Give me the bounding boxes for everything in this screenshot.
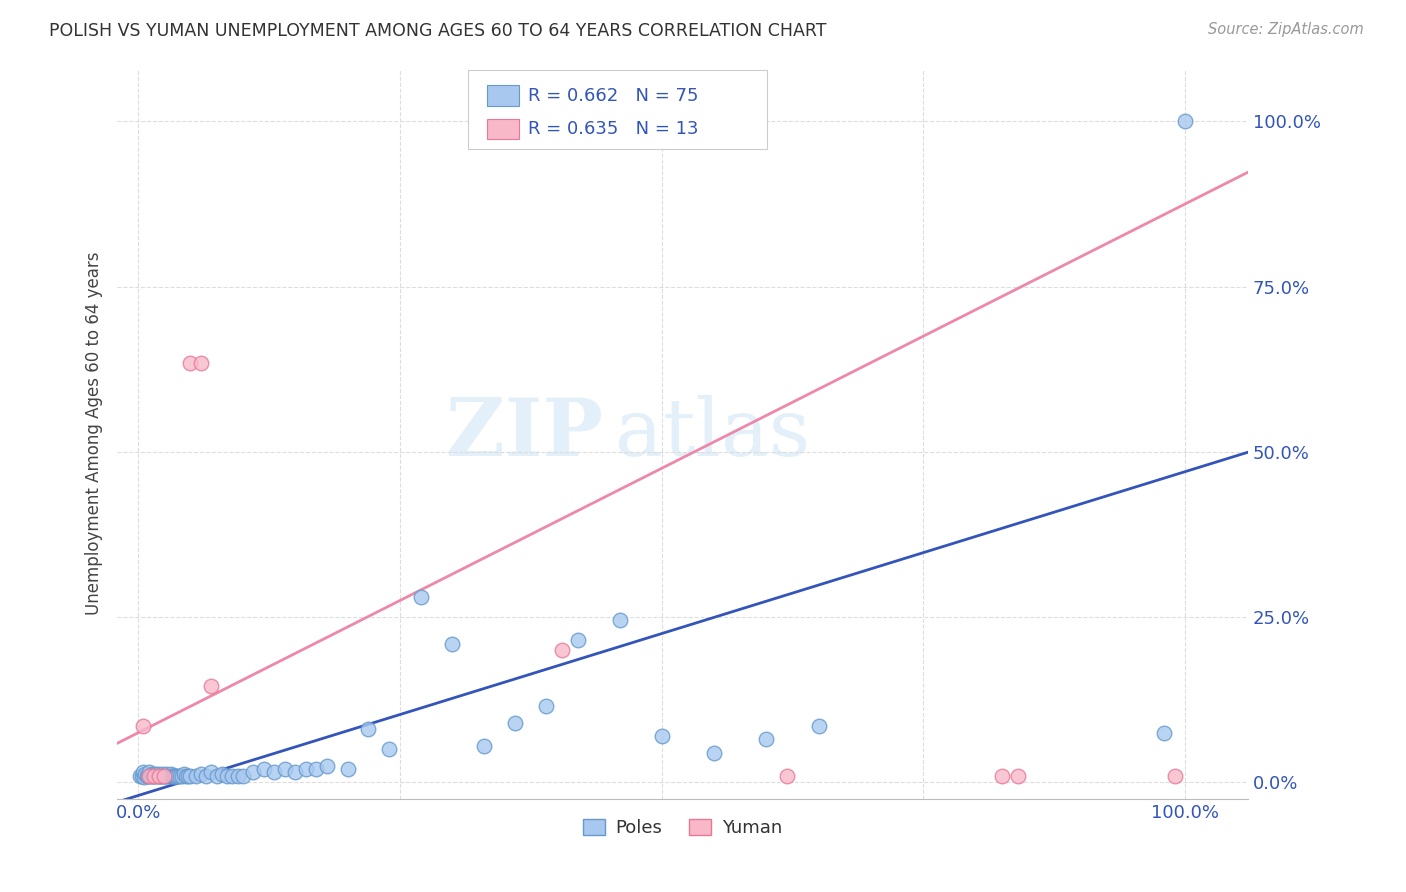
Point bbox=[138, 769, 160, 783]
Point bbox=[143, 767, 166, 781]
Point bbox=[232, 769, 254, 783]
Point bbox=[221, 769, 243, 783]
Text: ZIP: ZIP bbox=[446, 394, 603, 473]
Legend: Poles, Yuman: Poles, Yuman bbox=[575, 812, 789, 845]
Point bbox=[155, 769, 177, 783]
Point bbox=[148, 769, 170, 783]
Text: atlas: atlas bbox=[614, 394, 810, 473]
Point bbox=[284, 765, 307, 780]
Point bbox=[142, 769, 165, 783]
Point bbox=[165, 769, 187, 783]
Point bbox=[146, 767, 169, 781]
Point bbox=[157, 769, 180, 783]
Point bbox=[148, 769, 170, 783]
Point bbox=[163, 769, 186, 783]
Point bbox=[503, 715, 526, 730]
Point bbox=[357, 723, 380, 737]
Point bbox=[551, 643, 574, 657]
Point bbox=[150, 769, 173, 783]
Point bbox=[136, 769, 159, 783]
Point bbox=[135, 769, 157, 783]
Point bbox=[159, 769, 181, 783]
Point bbox=[163, 769, 186, 783]
Point bbox=[155, 767, 177, 781]
Text: R = 0.662   N = 75: R = 0.662 N = 75 bbox=[527, 87, 699, 104]
Point bbox=[132, 765, 155, 780]
Point bbox=[131, 769, 153, 783]
Point bbox=[294, 762, 316, 776]
Point bbox=[134, 767, 156, 781]
Point bbox=[1007, 769, 1029, 783]
Point bbox=[146, 769, 169, 783]
Point bbox=[159, 767, 181, 781]
Point bbox=[153, 769, 176, 783]
Point bbox=[991, 769, 1014, 783]
Point bbox=[242, 765, 264, 780]
Point bbox=[200, 765, 222, 780]
Point bbox=[177, 769, 200, 783]
Point bbox=[152, 769, 174, 783]
Y-axis label: Unemployment Among Ages 60 to 64 years: Unemployment Among Ages 60 to 64 years bbox=[86, 252, 103, 615]
Point bbox=[1174, 114, 1197, 128]
Point bbox=[211, 767, 233, 781]
Point bbox=[149, 769, 172, 783]
Point bbox=[156, 769, 179, 783]
Point bbox=[205, 769, 228, 783]
Point bbox=[132, 719, 155, 733]
Point bbox=[138, 765, 160, 780]
Point bbox=[172, 769, 194, 783]
Point bbox=[217, 769, 239, 783]
Point bbox=[273, 762, 295, 776]
Point bbox=[263, 765, 285, 780]
Point bbox=[807, 719, 830, 733]
Point bbox=[409, 591, 432, 605]
Point bbox=[226, 769, 249, 783]
Point bbox=[536, 699, 558, 714]
Point bbox=[169, 769, 191, 783]
Point bbox=[336, 762, 359, 776]
Point bbox=[142, 769, 165, 783]
Point bbox=[755, 732, 778, 747]
Point bbox=[184, 769, 207, 783]
Point bbox=[441, 636, 464, 650]
Point bbox=[305, 762, 328, 776]
Point bbox=[153, 769, 176, 783]
Point bbox=[190, 767, 212, 781]
Text: R = 0.635   N = 13: R = 0.635 N = 13 bbox=[527, 120, 699, 138]
FancyBboxPatch shape bbox=[486, 86, 519, 106]
Point bbox=[139, 769, 162, 783]
Point bbox=[142, 769, 165, 783]
Point bbox=[129, 769, 152, 783]
Point bbox=[138, 769, 160, 783]
Point bbox=[567, 633, 589, 648]
Point bbox=[179, 356, 201, 370]
Point bbox=[200, 680, 222, 694]
Point bbox=[776, 769, 799, 783]
Point bbox=[150, 767, 173, 781]
Point bbox=[1163, 769, 1185, 783]
Point bbox=[134, 770, 156, 784]
Text: POLISH VS YUMAN UNEMPLOYMENT AMONG AGES 60 TO 64 YEARS CORRELATION CHART: POLISH VS YUMAN UNEMPLOYMENT AMONG AGES … bbox=[49, 22, 827, 40]
Point bbox=[141, 767, 163, 781]
Point bbox=[174, 769, 197, 783]
Point bbox=[253, 762, 276, 776]
Point bbox=[609, 614, 631, 628]
Point bbox=[167, 769, 190, 783]
Point bbox=[651, 729, 673, 743]
Point bbox=[1153, 725, 1175, 739]
Point bbox=[195, 769, 218, 783]
Point bbox=[703, 746, 725, 760]
Point bbox=[378, 742, 401, 756]
Point bbox=[160, 769, 183, 783]
Text: Source: ZipAtlas.com: Source: ZipAtlas.com bbox=[1208, 22, 1364, 37]
Point bbox=[472, 739, 495, 753]
Point bbox=[315, 759, 337, 773]
Point bbox=[173, 767, 195, 781]
Point bbox=[179, 769, 201, 783]
FancyBboxPatch shape bbox=[486, 119, 519, 139]
Point bbox=[145, 769, 167, 783]
Point bbox=[190, 356, 212, 370]
FancyBboxPatch shape bbox=[468, 70, 768, 149]
Point bbox=[162, 769, 184, 783]
